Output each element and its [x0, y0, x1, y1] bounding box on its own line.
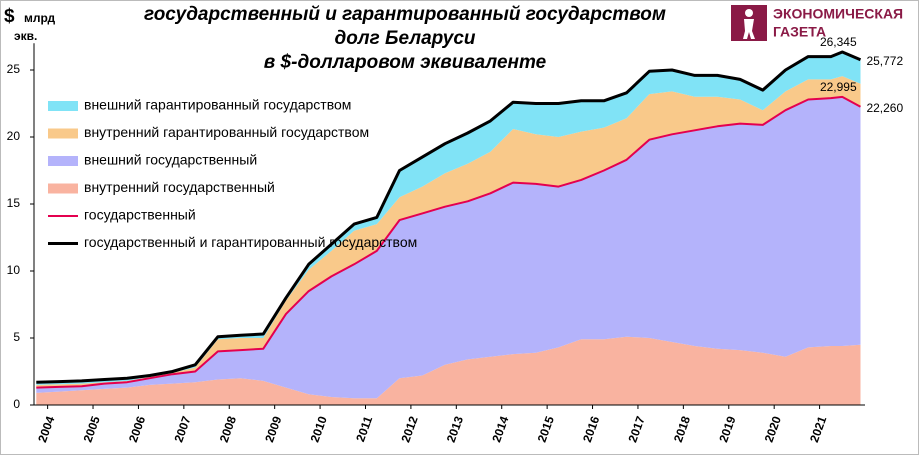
- logo-icon: [745, 9, 753, 17]
- legend-label: внутренний государственный: [84, 179, 275, 195]
- logo-text: ГАЗЕТА: [773, 24, 826, 40]
- y-tick-label: 15: [7, 196, 21, 210]
- y-tick-label: 25: [7, 62, 21, 76]
- legend-label: внешний государственный: [84, 152, 257, 168]
- y-tick-label: 20: [7, 129, 21, 143]
- legend-swatch: [48, 156, 78, 166]
- data-label: 22,995: [820, 80, 857, 94]
- legend-swatch: [48, 183, 78, 194]
- data-label: 22,260: [866, 101, 903, 115]
- legend-swatch: [48, 101, 78, 111]
- data-label: 25,772: [866, 54, 903, 68]
- line: [36, 50, 862, 384]
- area: [36, 52, 861, 385]
- legend-label: внутренний гарантированный государством: [84, 124, 369, 140]
- y-tick-label: 0: [13, 397, 20, 411]
- title-line: долг Беларуси: [334, 28, 475, 49]
- data-label: 26,345: [820, 35, 857, 49]
- legend-swatch: [48, 128, 78, 139]
- title-line: в $-долларовом эквиваленте: [264, 52, 547, 73]
- area: [36, 76, 861, 388]
- area: [36, 336, 861, 405]
- logo-icon: [743, 19, 755, 39]
- y-tick-label: 5: [13, 330, 20, 344]
- area: [36, 96, 861, 399]
- y-axis-label: млрд: [24, 11, 56, 25]
- y-axis-label: экв.: [14, 29, 37, 43]
- y-axis-label: $: [4, 6, 15, 27]
- line: [36, 95, 861, 389]
- legend-label: государственный и гарантированный госуда…: [84, 234, 417, 250]
- logo: ЭКОНОМИЧЕСКАЯ ГАЗЕТА: [731, 5, 903, 41]
- title-line: государственный и гарантированный госуда…: [144, 4, 666, 25]
- y-tick-label: 10: [7, 263, 21, 277]
- legend-label: внешний гарантированный государством: [84, 97, 351, 113]
- legend-label: государственный: [84, 207, 196, 223]
- logo-text: ЭКОНОМИЧЕСКАЯ: [773, 6, 903, 22]
